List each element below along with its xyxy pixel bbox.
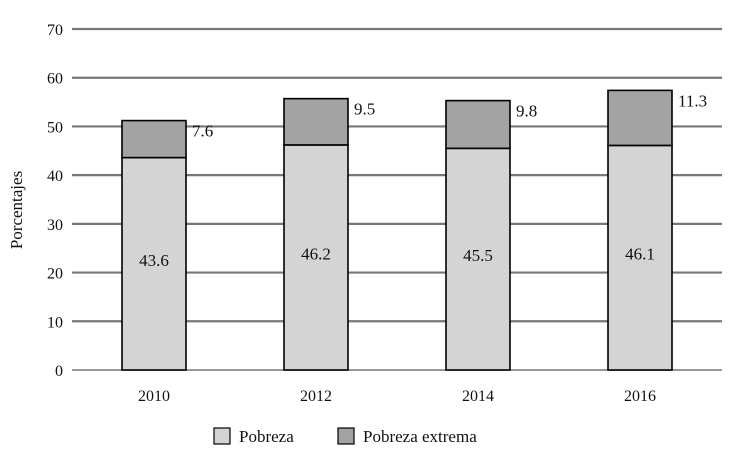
x-tick-label-2014: 2014 [462, 388, 494, 405]
data-label-pobreza-2016: 46.1 [625, 245, 655, 264]
y-tick-label-20: 20 [47, 266, 63, 283]
x-tick-label-2010: 2010 [138, 388, 170, 405]
x-axis-ticks: 2010 2012 2014 2016 [138, 388, 656, 405]
y-tick-label-60: 60 [47, 71, 63, 88]
data-label-pobreza-extrema-2016: 11.3 [678, 91, 707, 110]
data-label-pobreza-2014: 45.5 [463, 246, 493, 265]
legend: Pobreza Pobreza extrema [213, 427, 477, 446]
bar-pobreza-extrema-2010 [121, 119, 187, 159]
y-tick-label-10: 10 [47, 314, 63, 331]
y-axis-label: Porcentajes [7, 171, 26, 249]
y-axis-ticks: 0 10 20 30 40 50 60 70 [47, 22, 63, 380]
x-tick-label-2012: 2012 [300, 388, 332, 405]
y-tick-label-40: 40 [47, 168, 63, 185]
legend-swatch-pobreza-extrema [337, 427, 355, 445]
legend-label-pobreza-extrema: Pobreza extrema [363, 427, 477, 446]
legend-label-pobreza: Pobreza [239, 427, 294, 446]
bar-pobreza-extrema-2016 [607, 89, 673, 147]
y-tick-label-50: 50 [47, 119, 63, 136]
data-label-pobreza-2010: 43.6 [139, 251, 169, 270]
data-label-pobreza-extrema-2010: 7.6 [192, 122, 213, 141]
bar-pobreza-2010 [121, 156, 187, 371]
data-label-pobreza-2012: 46.2 [301, 244, 331, 263]
data-label-pobreza-extrema-2012: 9.5 [354, 100, 375, 119]
data-label-pobreza-extrema-2014: 9.8 [516, 102, 537, 121]
bar-pobreza-2016 [607, 144, 673, 371]
bar-pobreza-extrema-2012 [283, 97, 349, 146]
y-tick-label-30: 30 [47, 217, 63, 234]
x-tick-label-2016: 2016 [624, 388, 656, 405]
bar-pobreza-2014 [445, 147, 511, 371]
y-tick-label-70: 70 [47, 22, 63, 39]
bars: 43.6 7.6 46.2 9.5 45.5 9.8 46.1 11.3 [121, 89, 707, 371]
bar-pobreza-2012 [283, 144, 349, 371]
legend-swatch-pobreza [213, 427, 231, 445]
y-tick-label-0: 0 [55, 363, 63, 380]
bar-pobreza-extrema-2014 [445, 99, 511, 150]
